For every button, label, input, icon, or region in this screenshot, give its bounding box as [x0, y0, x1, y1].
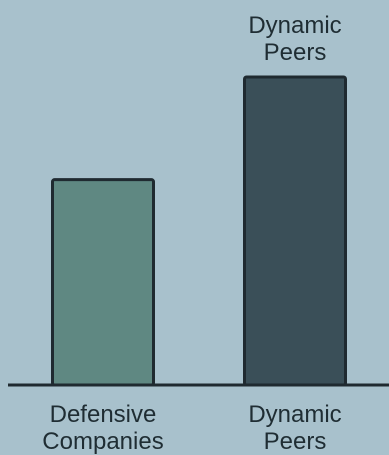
- bar-dynamic-peers: [243, 75, 347, 387]
- bar-top-labels: Dynamic Peers: [248, 12, 341, 66]
- tick-label-line: Defensive: [50, 401, 157, 428]
- tick-label-line: Dynamic: [248, 401, 341, 428]
- bar-defensive-companies: [51, 178, 155, 387]
- tick-label-dynamic-peers: Dynamic Peers: [248, 401, 341, 455]
- tick-label-line: Peers: [264, 428, 327, 455]
- tick-label-defensive-companies: Defensive Companies: [42, 401, 163, 455]
- bars-group: [51, 75, 347, 387]
- x-tick-labels: Defensive Companies Dynamic Peers: [42, 401, 341, 455]
- tick-label-line: Companies: [42, 428, 163, 455]
- bar-top-label-line: Dynamic: [248, 12, 341, 39]
- bar-top-label-dynamic-peers: Dynamic Peers: [248, 12, 341, 66]
- bar-top-label-line: Peers: [264, 39, 327, 66]
